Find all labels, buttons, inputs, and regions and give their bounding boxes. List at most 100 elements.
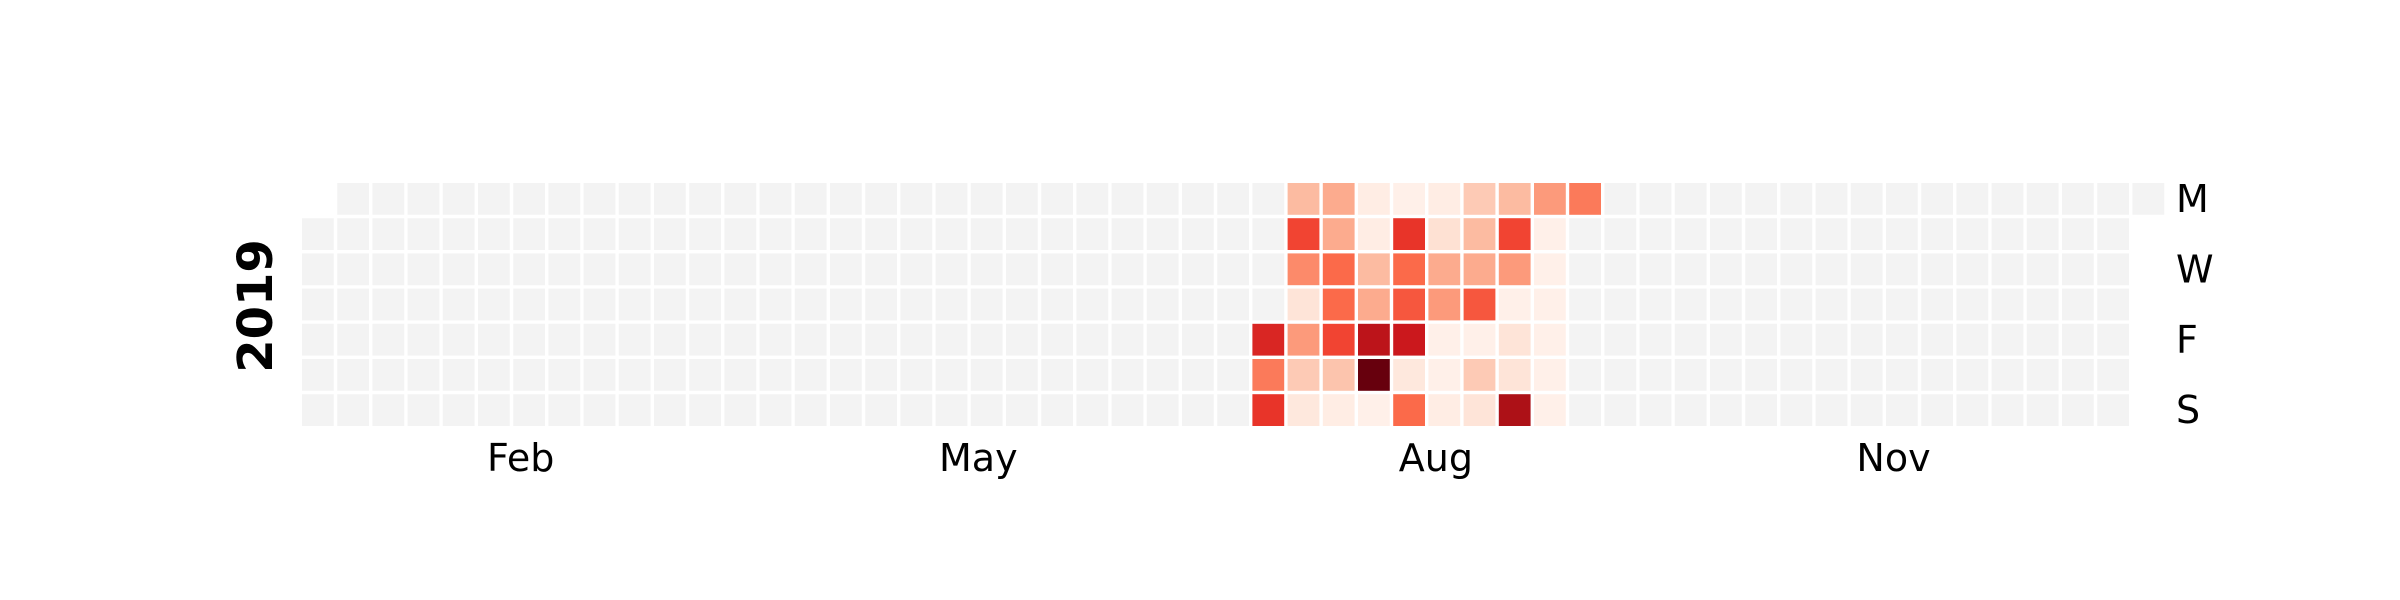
heatmap-cell — [689, 288, 721, 321]
weekday-label: S — [2176, 388, 2200, 432]
heatmap-cell — [724, 253, 757, 286]
heatmap-cell — [794, 288, 827, 321]
heatmap-cell — [1956, 359, 1989, 391]
heatmap-cell — [583, 183, 616, 215]
heatmap-cell — [1006, 394, 1038, 426]
heatmap-cell — [2097, 323, 2129, 356]
heatmap-cell-active — [1498, 359, 1531, 391]
heatmap-cell — [1991, 183, 2024, 215]
heatmap-cell — [2026, 253, 2059, 286]
heatmap-cell-active — [1428, 183, 1461, 215]
heatmap-cell-active — [1287, 394, 1320, 426]
heatmap-cell — [935, 253, 968, 286]
heatmap-cell — [1710, 359, 1742, 391]
heatmap-cell — [442, 394, 475, 426]
heatmap-cell — [1991, 323, 2024, 356]
heatmap-cell — [1111, 183, 1144, 215]
heatmap-cell — [2026, 183, 2059, 215]
heatmap-cell — [1921, 359, 1953, 391]
heatmap-cell — [2062, 218, 2094, 250]
heatmap-cell — [302, 288, 334, 321]
heatmap-cell — [654, 218, 686, 250]
heatmap-cell-active — [1358, 323, 1390, 356]
heatmap-cell — [865, 183, 897, 215]
heatmap-cell — [1041, 253, 1073, 286]
heatmap-cell — [583, 288, 616, 321]
heatmap-cell — [1991, 394, 2024, 426]
heatmap-cell-active — [1322, 253, 1355, 286]
heatmap-cell — [1182, 288, 1214, 321]
heatmap-cell — [794, 323, 827, 356]
heatmap-cell — [1182, 323, 1214, 356]
heatmap-cell — [900, 323, 933, 356]
heatmap-cell — [1604, 253, 1637, 286]
heatmap-cell — [548, 218, 581, 250]
heatmap-cell — [1006, 218, 1038, 250]
heatmap-cell — [337, 253, 369, 286]
heatmap-cell — [724, 183, 757, 215]
heatmap-cell-active — [1252, 359, 1285, 391]
heatmap-cell-active — [1287, 288, 1320, 321]
heatmap-cell — [1710, 253, 1742, 286]
heatmap-cell — [900, 218, 933, 250]
heatmap-cell — [583, 359, 616, 391]
heatmap-cell — [1146, 359, 1179, 391]
heatmap-cell — [1217, 218, 1249, 250]
heatmap-cell — [1111, 253, 1144, 286]
heatmap-cell — [478, 183, 510, 215]
heatmap-cell — [1710, 394, 1742, 426]
heatmap-cell — [442, 323, 475, 356]
heatmap-cell — [689, 218, 721, 250]
heatmap-cell — [372, 218, 405, 250]
heatmap-cell-active — [1498, 253, 1531, 286]
heatmap-cell — [583, 253, 616, 286]
heatmap-cell — [1745, 253, 1777, 286]
heatmap-cell — [865, 253, 897, 286]
heatmap-cell — [442, 253, 475, 286]
heatmap-cell — [830, 183, 862, 215]
heatmap-cell — [1674, 323, 1707, 356]
heatmap-cell-active — [1393, 394, 1425, 426]
heatmap-cell — [2062, 183, 2094, 215]
heatmap-cell — [478, 218, 510, 250]
heatmap-cell — [442, 218, 475, 250]
heatmap-cell-active — [1498, 323, 1531, 356]
heatmap-cell — [1780, 183, 1813, 215]
heatmap-cell — [1850, 323, 1883, 356]
heatmap-cell — [1252, 183, 1285, 215]
heatmap-cell — [654, 323, 686, 356]
heatmap-cell-active — [1252, 323, 1285, 356]
heatmap-cell-active — [1463, 323, 1496, 356]
heatmap-cell — [759, 253, 792, 286]
heatmap-cell — [1956, 323, 1989, 356]
heatmap-cell — [900, 183, 933, 215]
heatmap-cell — [970, 288, 1003, 321]
heatmap-cell — [1146, 394, 1179, 426]
heatmap-cell — [654, 394, 686, 426]
heatmap-cell — [1850, 394, 1883, 426]
heatmap-cell-active — [1322, 323, 1355, 356]
heatmap-cell-active — [1498, 218, 1531, 250]
heatmap-cell-active — [1358, 394, 1390, 426]
heatmap-cell-active — [1463, 218, 1496, 250]
heatmap-cell — [689, 183, 721, 215]
heatmap-cell — [1886, 183, 1918, 215]
heatmap-cell — [302, 323, 334, 356]
heatmap-cell — [1006, 288, 1038, 321]
heatmap-cell — [618, 394, 651, 426]
heatmap-cell — [407, 323, 440, 356]
heatmap-cell — [372, 359, 405, 391]
heatmap-cell — [513, 288, 545, 321]
heatmap-cell — [1991, 253, 2024, 286]
heatmap-cell-active — [1393, 183, 1425, 215]
heatmap-cell — [1850, 218, 1883, 250]
heatmap-cell — [302, 394, 334, 426]
heatmap-cell — [1745, 183, 1777, 215]
heatmap-cell — [1921, 183, 1953, 215]
heatmap-cell — [935, 323, 968, 356]
heatmap-cell-active — [1463, 288, 1496, 321]
weekday-label: W — [2176, 247, 2214, 291]
heatmap-cell — [1604, 359, 1637, 391]
heatmap-cell — [442, 183, 475, 215]
